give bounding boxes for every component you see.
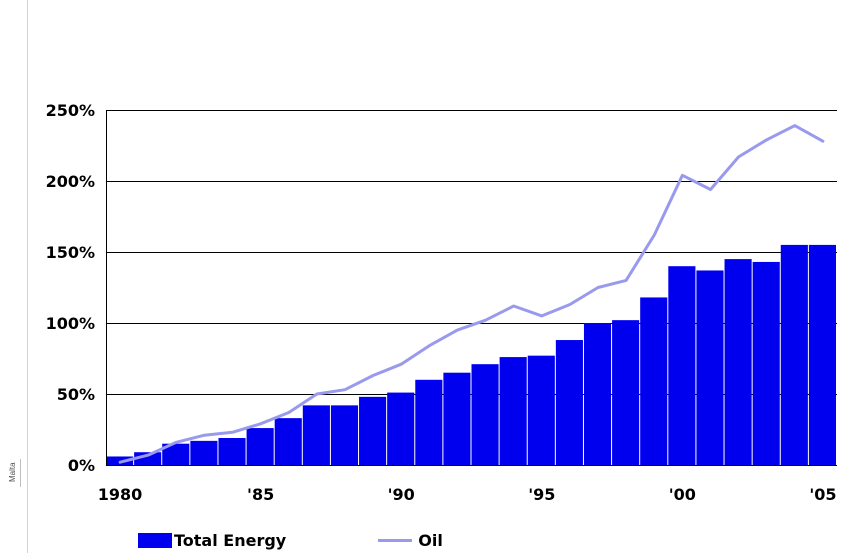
- y-tick-label: 250%: [46, 101, 95, 120]
- bar-2005: [808, 244, 836, 465]
- bar-1998: [612, 320, 640, 465]
- bar-2001: [696, 270, 724, 465]
- y-tick-label: 50%: [57, 385, 95, 404]
- left-border: [27, 0, 28, 553]
- bar-1989: [359, 396, 387, 465]
- bar-1996: [555, 340, 583, 465]
- bar-1992: [443, 372, 471, 465]
- legend-label-total-energy: Total Energy: [174, 530, 287, 550]
- x-tick-label: '90: [388, 485, 415, 504]
- x-tick-label: '85: [247, 485, 274, 504]
- bar-2002: [724, 259, 752, 465]
- legend-swatch-oil: [378, 538, 413, 542]
- bar-1984: [218, 438, 246, 465]
- bar-2003: [752, 261, 780, 465]
- line-oil: [118, 124, 825, 464]
- bar-2004: [780, 244, 808, 465]
- legend-swatch-total-energy: [138, 532, 172, 548]
- x-tick-label: '95: [528, 485, 555, 504]
- y-tick-labels: 0% 50% 100% 150% 200% 250%: [46, 101, 95, 475]
- line-series-oil: [118, 124, 825, 464]
- legend-item-oil: Oil: [378, 531, 443, 550]
- bar-1986: [274, 418, 302, 465]
- side-tab-mark: [20, 459, 21, 487]
- bar-2000: [668, 266, 696, 465]
- legend-item-total-energy: Total Energy: [138, 531, 286, 550]
- bar-1999: [640, 297, 668, 465]
- bar-1987: [302, 405, 330, 465]
- y-tick-label: 0%: [68, 456, 95, 475]
- bar-1995: [527, 355, 555, 465]
- x-tick-label: '00: [669, 485, 696, 504]
- bar-1994: [499, 357, 527, 465]
- y-tick-label: 100%: [46, 314, 95, 333]
- bar-1990: [387, 392, 415, 465]
- legend: Total Energy Oil: [138, 528, 443, 552]
- bar-series-total-energy: [106, 244, 836, 465]
- bar-1983: [190, 440, 218, 465]
- x-tick-labels: 1980 '85 '90 '95 '00 '05: [98, 485, 837, 504]
- axes: [106, 110, 837, 466]
- y-tick-label: 150%: [46, 243, 95, 262]
- bar-1980: [106, 456, 134, 465]
- x-tick-label: 1980: [98, 485, 143, 504]
- bar-1997: [583, 323, 612, 465]
- y-tick-label: 200%: [46, 172, 95, 191]
- bar-1988: [330, 405, 359, 465]
- bar-1991: [415, 379, 443, 465]
- legend-label-oil: Oil: [418, 530, 443, 550]
- bar-1985: [246, 428, 274, 465]
- bar-1982: [162, 443, 190, 465]
- bar-1993: [471, 364, 499, 465]
- x-tick-label: '05: [809, 485, 836, 504]
